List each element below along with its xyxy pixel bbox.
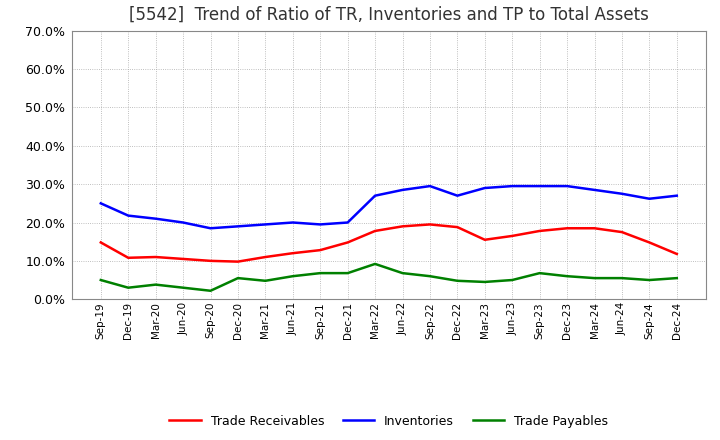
Trade Payables (590, 275, 599, 281)
Line: Inventories: Inventories (101, 186, 677, 228)
Inventories (233, 224, 242, 229)
Trade Payables (398, 271, 407, 276)
Trade Receivables (96, 240, 105, 245)
Trade Receivables (536, 228, 544, 234)
Inventories (645, 196, 654, 202)
Line: Trade Receivables: Trade Receivables (101, 224, 677, 262)
Inventories (371, 193, 379, 198)
Inventories (590, 187, 599, 193)
Trade Receivables (563, 226, 572, 231)
Trade Receivables (179, 256, 187, 261)
Trade Receivables (508, 233, 516, 238)
Trade Receivables (316, 247, 325, 253)
Inventories (96, 201, 105, 206)
Inventories (426, 183, 434, 189)
Trade Payables (480, 279, 489, 285)
Trade Receivables (426, 222, 434, 227)
Trade Payables (371, 261, 379, 267)
Line: Trade Payables: Trade Payables (101, 264, 677, 291)
Inventories (206, 226, 215, 231)
Inventories (536, 183, 544, 189)
Inventories (316, 222, 325, 227)
Trade Receivables (672, 251, 681, 257)
Trade Payables (453, 278, 462, 283)
Trade Payables (233, 275, 242, 281)
Inventories (343, 220, 352, 225)
Trade Receivables (618, 230, 626, 235)
Trade Payables (289, 274, 297, 279)
Trade Payables (672, 275, 681, 281)
Trade Payables (124, 285, 132, 290)
Inventories (124, 213, 132, 218)
Trade Receivables (289, 250, 297, 256)
Trade Payables (206, 288, 215, 293)
Trade Payables (151, 282, 160, 287)
Inventories (261, 222, 270, 227)
Trade Payables (343, 271, 352, 276)
Inventories (289, 220, 297, 225)
Trade Payables (261, 278, 270, 283)
Inventories (453, 193, 462, 198)
Inventories (563, 183, 572, 189)
Trade Receivables (480, 237, 489, 242)
Trade Receivables (206, 258, 215, 264)
Trade Receivables (645, 240, 654, 245)
Trade Receivables (398, 224, 407, 229)
Trade Payables (316, 271, 325, 276)
Inventories (508, 183, 516, 189)
Trade Receivables (371, 228, 379, 234)
Trade Receivables (151, 254, 160, 260)
Trade Payables (426, 274, 434, 279)
Inventories (151, 216, 160, 221)
Legend: Trade Receivables, Inventories, Trade Payables: Trade Receivables, Inventories, Trade Pa… (164, 410, 613, 433)
Trade Payables (645, 277, 654, 282)
Trade Payables (179, 285, 187, 290)
Trade Receivables (590, 226, 599, 231)
Inventories (672, 193, 681, 198)
Trade Receivables (233, 259, 242, 264)
Trade Receivables (124, 255, 132, 260)
Title: [5542]  Trend of Ratio of TR, Inventories and TP to Total Assets: [5542] Trend of Ratio of TR, Inventories… (129, 6, 649, 24)
Trade Receivables (261, 254, 270, 260)
Trade Payables (618, 275, 626, 281)
Trade Payables (508, 277, 516, 282)
Trade Receivables (453, 224, 462, 230)
Trade Payables (536, 271, 544, 276)
Trade Payables (96, 277, 105, 282)
Inventories (480, 185, 489, 191)
Trade Payables (563, 274, 572, 279)
Inventories (398, 187, 407, 193)
Inventories (618, 191, 626, 196)
Inventories (179, 220, 187, 225)
Trade Receivables (343, 240, 352, 245)
